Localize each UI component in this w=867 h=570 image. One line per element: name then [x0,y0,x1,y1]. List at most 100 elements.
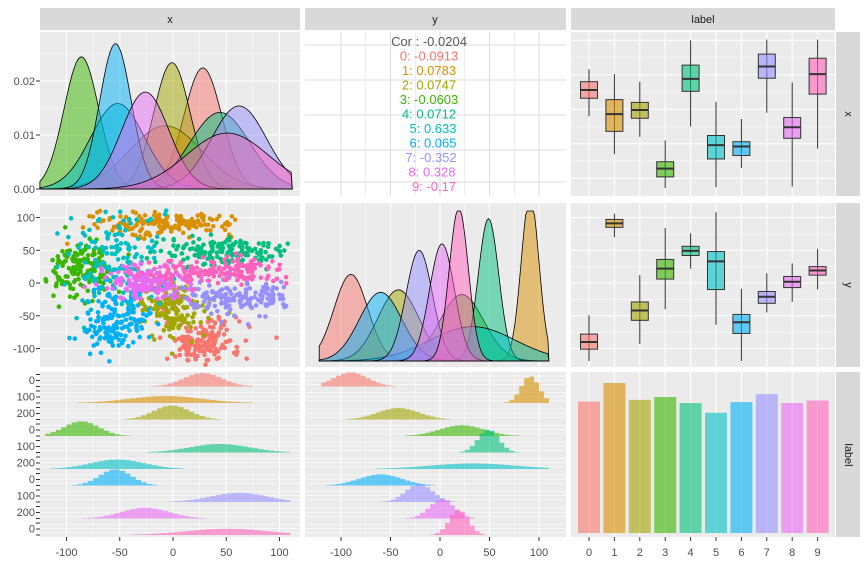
hist-x-bar-label-3 [104,431,109,436]
scatter-point-label-6 [90,335,95,340]
hist-x-bar-label-1 [173,396,178,403]
scatter-point-label-1 [112,224,117,229]
x-axis-tick-col1: -50 [112,547,128,559]
strip-row-label: label [842,443,854,466]
scatter-point-label-4 [274,247,279,252]
count-bar-label-7 [756,394,778,533]
scatter-point-label-8 [116,270,121,275]
hist-y-bar-label-3 [435,430,440,436]
scatter-point-label-8 [103,275,108,280]
scatter-point-label-5 [83,277,88,282]
hist-y-bar-label-7 [391,500,396,502]
hist-x-bar-label-0 [210,375,215,387]
scatter-point-label-5 [134,217,139,222]
scatter-point-label-9 [163,264,168,269]
scatter-point-label-1 [95,210,100,215]
scatter-point-label-1 [118,214,123,219]
hist-y-bar-label-2 [440,418,445,419]
scatter-point-label-6 [94,332,99,337]
hist-x-bar-label-5 [93,462,98,469]
hist-x-bar-label-9 [248,530,253,535]
scatter-point-label-6 [97,337,102,342]
cor-label-6: 6: 0.065 [410,136,457,151]
hist-y-bar-label-5 [524,467,529,469]
scatter-point-label-2 [164,306,169,311]
hist-x-bar-label-4 [168,450,173,452]
hist-x-bar-label-8 [189,517,194,519]
scatter-point-label-7 [274,286,279,291]
hist-y-bar-label-0 [341,374,346,387]
scatter-point-label-7 [237,291,242,296]
scatter-point-label-4 [228,235,233,240]
scatter-point-label-2 [152,337,157,342]
hist-y-bar-label-9 [435,533,440,535]
cor-label-9: 9: -0.17 [412,179,456,194]
hist-y-bar-label-7 [410,486,415,502]
hist-y-bar-label-6 [351,481,356,486]
hist-x-bar-label-0 [216,377,221,387]
scatter-point-label-0 [158,335,163,340]
hist-x-bar-label-7 [280,499,285,502]
scatter-point-label-6 [103,316,108,321]
scatter-point-label-0 [222,332,227,337]
hist-y-bar-label-0 [321,383,326,387]
scatter-point-label-4 [223,240,228,245]
hist-y-bar-label-0 [376,383,381,387]
hist-x-bar-label-8 [178,515,183,518]
hist-x-bar-label-4 [242,446,247,452]
x-axis-tick-label: 3 [662,547,668,559]
hist-y-bar-label-6 [386,475,391,485]
scatter-point-label-1 [143,213,148,218]
scatter-point-label-6 [96,310,101,315]
hist-x-bar-label-8 [194,518,199,519]
x-axis-tick-label: 4 [688,547,694,559]
hist-y-bar-label-0 [356,374,361,387]
scatter-point-label-0 [193,348,198,353]
hist-y-bar-label-5 [440,465,445,469]
scatter-point-label-0 [237,319,242,324]
hist-x-bar-label-4 [216,444,221,452]
scatter-point-label-9 [207,269,212,274]
hist-y-bar-label-6 [395,478,400,486]
scatter-point-label-0 [204,328,209,333]
scatter-point-label-6 [96,286,101,291]
scatter-point-label-4 [231,243,236,248]
scatter-point-label-7 [244,287,249,292]
hist-y-bar-label-3 [494,433,499,436]
scatter-point-label-9 [217,266,222,271]
hist-x-bar-label-7 [269,497,274,502]
scatter-point-label-6 [105,332,110,337]
scatter-point-label-0 [184,325,189,330]
scatter-point-label-8 [119,281,124,286]
scatter-point-label-9 [222,258,227,263]
hist-y-bar-label-5 [480,464,485,469]
scatter-point-label-6 [84,330,89,335]
scatter-point-label-5 [121,218,126,223]
scatter-point-label-5 [113,245,118,250]
scatter-point-label-7 [249,296,254,301]
scatter-point-label-3 [67,282,72,287]
hist-y-bar-label-0 [371,381,376,387]
scatter-point-label-5 [125,260,130,265]
hist-x-bar-label-4 [189,447,194,452]
scatter-point-label-7 [229,292,234,297]
hist-y-bar-label-4 [514,452,519,453]
scatter-point-label-3 [72,280,77,285]
scatter-point-label-9 [216,281,221,286]
hist-x-bar-label-6 [130,477,135,486]
scatter-point-label-9 [259,275,264,280]
hist-y-bar-label-1 [504,402,509,403]
hist-y-bar-label-3 [430,432,435,436]
scatter-point-label-7 [240,304,245,309]
scatter-point-label-7 [282,285,287,290]
hist-y-bar-label-2 [361,417,366,420]
scatter-point-label-9 [212,260,217,265]
scatter-point-label-5 [149,246,154,251]
hist-x-bar-label-7 [253,494,258,502]
hist-x-bar-label-8 [146,508,151,519]
hist-y-bar-label-7 [395,497,400,502]
scatter-point-label-5 [74,316,79,321]
scatter-point-label-3 [54,281,59,286]
scatter-point-label-6 [144,313,149,318]
hist-x-bar-label-0 [178,380,183,387]
